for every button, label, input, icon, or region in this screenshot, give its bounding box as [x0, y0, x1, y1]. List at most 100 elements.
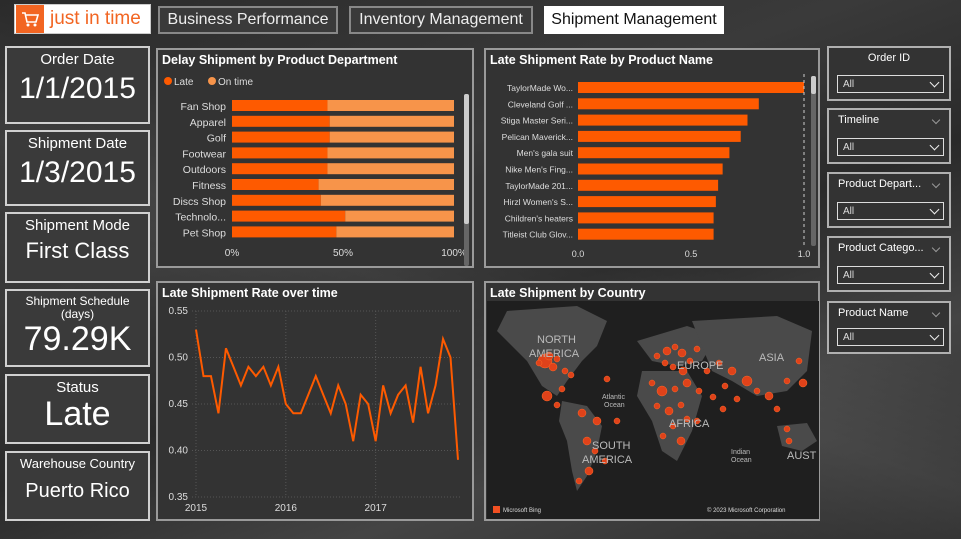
country-bubble[interactable]: [561, 367, 569, 375]
tab-business-performance[interactable]: Business Performance: [158, 6, 338, 34]
slicer-product-category[interactable]: Product Catego... All: [827, 236, 951, 292]
country-bubble[interactable]: [764, 391, 774, 401]
bar-segment: [232, 210, 346, 222]
country-bubble[interactable]: [693, 417, 701, 425]
country-bubble[interactable]: [664, 406, 674, 416]
map-label-indian: Indian: [731, 449, 750, 456]
country-bubble[interactable]: [733, 395, 741, 403]
country-bubble[interactable]: [678, 366, 688, 376]
country-bubble[interactable]: [553, 401, 561, 409]
slicer-dropdown[interactable]: All: [837, 266, 944, 284]
chevron-down-icon: [929, 268, 940, 278]
kpi-label: Warehouse Country: [19, 456, 136, 471]
slicer-timeline[interactable]: Timeline All: [827, 108, 951, 164]
country-bubble[interactable]: [558, 385, 566, 393]
country-bubble[interactable]: [575, 477, 583, 485]
x-tick-label: 2017: [365, 503, 388, 514]
legend-label: Late: [174, 77, 194, 88]
country-bubble[interactable]: [544, 351, 554, 361]
country-bubble[interactable]: [695, 387, 703, 395]
map-label-asia: ASIA: [759, 352, 785, 364]
country-bubble[interactable]: [661, 359, 669, 367]
country-bubble[interactable]: [662, 346, 672, 356]
bing-logo-icon: [493, 506, 500, 513]
country-bubble[interactable]: [715, 359, 723, 367]
country-bubble[interactable]: [727, 366, 737, 376]
bar-segment: [232, 100, 328, 111]
map-label-africa: AFRICA: [669, 418, 710, 430]
delay-by-department-chart: Late On time Fan Shop Apparel Golf Footwear Ou…: [164, 77, 469, 266]
chart-title: Late Shipment Rate over time: [162, 286, 338, 300]
slicer-dropdown[interactable]: All: [837, 75, 944, 93]
country-bubble[interactable]: [653, 402, 661, 410]
country-bubble[interactable]: [682, 378, 692, 388]
country-bubble[interactable]: [567, 371, 575, 379]
country-bubble[interactable]: [721, 382, 729, 390]
bar-segment: [327, 100, 454, 111]
kpi-value: Late: [44, 394, 111, 433]
country-bubble[interactable]: [653, 352, 661, 360]
category-label: Hirzl Women's S...: [504, 197, 573, 207]
country-bubble[interactable]: [783, 377, 791, 385]
slicer-value: All: [843, 331, 855, 343]
country-bubble[interactable]: [669, 422, 677, 430]
country-bubble[interactable]: [753, 387, 761, 395]
y-tick-label: 0.50: [169, 353, 189, 364]
country-bubble[interactable]: [676, 436, 686, 446]
country-bubble[interactable]: [553, 355, 561, 363]
country-bubble[interactable]: [592, 416, 602, 426]
country-bubble[interactable]: [535, 359, 543, 367]
kpi-value: Puerto Rico: [25, 480, 130, 503]
bar-segment: [345, 210, 454, 222]
late-rate-by-product-chart: TaylorMade Wo... Cleveland Golf ... Stiga …: [501, 74, 816, 259]
country-bubble[interactable]: [693, 345, 701, 353]
country-bubble[interactable]: [613, 417, 621, 425]
tab-inventory-management[interactable]: Inventory Management: [349, 6, 533, 34]
bar-segment: [232, 147, 328, 159]
country-bubble[interactable]: [669, 363, 677, 371]
country-bubble[interactable]: [703, 367, 711, 375]
country-bubble[interactable]: [683, 415, 691, 423]
country-bubble[interactable]: [577, 408, 587, 418]
country-bubble[interactable]: [677, 401, 685, 409]
slicer-dropdown[interactable]: All: [837, 328, 944, 346]
country-bubble[interactable]: [584, 466, 594, 476]
world-map[interactable]: NORTH AMERICA EUROPE ASIA AFRICA SOUTH A…: [487, 301, 819, 519]
country-bubble[interactable]: [783, 425, 791, 433]
country-bubble[interactable]: [785, 437, 793, 445]
slicer-dropdown[interactable]: All: [837, 202, 944, 220]
slicer-dropdown[interactable]: All: [837, 138, 944, 156]
country-bubble[interactable]: [656, 385, 668, 397]
country-bubble[interactable]: [601, 457, 609, 465]
country-bubble[interactable]: [773, 405, 781, 413]
tab-shipment-management[interactable]: Shipment Management: [544, 6, 724, 34]
country-bubble[interactable]: [582, 436, 592, 446]
map-attribution: Microsoft Bing: [503, 508, 541, 514]
category-label: Nike Men's Fing...: [505, 165, 573, 175]
x-tick-label: 1.0: [798, 249, 811, 259]
country-bubble[interactable]: [719, 405, 727, 413]
slicer-value: All: [843, 205, 855, 217]
country-bubble[interactable]: [671, 385, 679, 393]
slicer-product-department[interactable]: Product Depart... All: [827, 172, 951, 228]
country-bubble[interactable]: [603, 375, 611, 383]
country-bubble[interactable]: [671, 343, 679, 351]
country-bubble[interactable]: [548, 362, 558, 372]
country-bubble[interactable]: [648, 379, 656, 387]
slicer-product-name[interactable]: Product Name All: [827, 301, 951, 354]
slicer-order-id[interactable]: Order ID All: [827, 46, 951, 101]
bar-segment: [318, 179, 454, 190]
scrollbar-thumb: [811, 76, 816, 94]
country-bubble[interactable]: [798, 378, 808, 388]
country-bubble[interactable]: [677, 348, 687, 358]
late-shipment-by-country-panel: Late Shipment by Country NORTH AMERICA E…: [484, 281, 820, 521]
scrollbar-thumb: [464, 94, 469, 224]
scrollbar-track: [811, 76, 816, 246]
country-bubble[interactable]: [541, 390, 553, 402]
country-bubble[interactable]: [686, 357, 694, 365]
country-bubble[interactable]: [591, 447, 599, 455]
country-bubble[interactable]: [741, 375, 753, 387]
country-bubble[interactable]: [659, 432, 667, 440]
country-bubble[interactable]: [709, 393, 717, 401]
country-bubble[interactable]: [795, 357, 803, 365]
